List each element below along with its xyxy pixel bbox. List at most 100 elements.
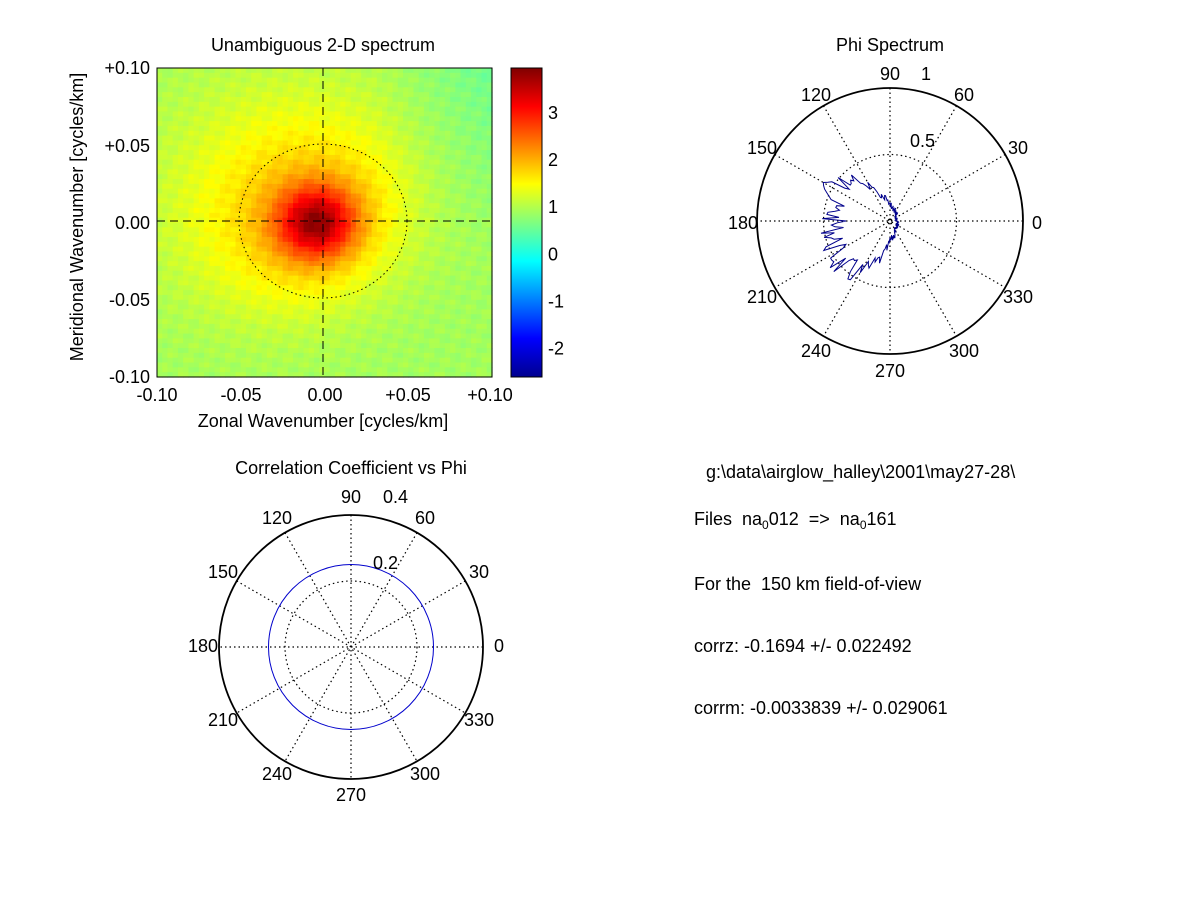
heatmap-cell (314, 290, 320, 296)
heatmap-cell (245, 77, 252, 84)
phi-spectrum-series (820, 174, 900, 281)
heatmap-cell (366, 290, 373, 296)
heatmap-cell (450, 367, 456, 373)
heatmap-cell (251, 319, 258, 325)
heatmap-cell (465, 198, 472, 204)
heatmap-cell (251, 265, 258, 272)
heatmap-cell (308, 217, 315, 224)
heatmap-cell (204, 270, 210, 277)
heatmap-cell (251, 135, 258, 142)
heatmap-cell (408, 222, 415, 228)
heatmap-cell (460, 96, 467, 103)
heatmap-cell (387, 309, 394, 315)
heatmap-cell (293, 328, 299, 335)
heatmap-cell (345, 290, 352, 296)
heatmap-cell (251, 256, 258, 262)
heatmap-cell (277, 241, 284, 248)
heatmap-cell (361, 174, 367, 180)
heatmap-cell (308, 338, 315, 344)
heatmap-cell (266, 251, 273, 257)
heatmap-cell (214, 348, 221, 354)
heatmap-cell (225, 338, 231, 344)
heatmap-cell (376, 121, 383, 127)
heatmap-cell (209, 343, 216, 349)
heatmap-cell (329, 251, 336, 257)
heatmap-cell (183, 125, 189, 132)
heatmap-cell (287, 246, 294, 253)
heatmap-cell (261, 159, 268, 166)
heatmap-cell (423, 372, 430, 378)
heatmap-cell (355, 323, 362, 330)
heatmap-cell (162, 188, 169, 195)
heatmap-cell (455, 241, 462, 248)
heatmap-cell (340, 188, 347, 195)
heatmap-cell (423, 241, 430, 248)
heatmap-cell (314, 280, 320, 286)
heatmap-cell (403, 77, 409, 84)
heatmap-cell (256, 135, 263, 142)
heatmap-cell (209, 265, 216, 272)
heatmap-cell (193, 256, 200, 262)
heatmap-cell (303, 174, 310, 180)
heatmap-cell (308, 333, 315, 339)
heatmap-cell (413, 96, 420, 103)
heatmap-cell (172, 174, 179, 180)
heatmap-cell (418, 179, 425, 185)
heatmap-cell (230, 121, 237, 127)
heatmap-cell (204, 212, 210, 219)
heatmap-cell (444, 357, 451, 364)
heatmap-cell (266, 314, 273, 320)
heatmap-cell (345, 348, 352, 354)
heatmap-cell (423, 159, 430, 166)
heatmap-cell (298, 125, 305, 132)
heatmap-cell (293, 367, 299, 373)
heatmap-cell (486, 314, 493, 320)
heatmap-cell (277, 212, 284, 219)
heatmap-cell (361, 111, 367, 117)
heatmap-cell (439, 174, 446, 180)
heatmap-cell (204, 299, 210, 306)
heatmap-cell (355, 130, 362, 137)
heatmap-cell (439, 319, 446, 325)
heatmap-cell (329, 348, 336, 354)
heatmap-cell (392, 333, 399, 339)
heatmap-cell (371, 319, 378, 325)
heatmap-cell (465, 125, 472, 132)
heatmap-cell (413, 227, 420, 233)
heatmap-cell (392, 290, 399, 296)
heatmap-cell (418, 82, 425, 88)
heatmap-cell (334, 130, 341, 137)
heatmap-cell (177, 121, 184, 127)
heatmap-cell (183, 275, 189, 282)
heatmap-cell (209, 188, 216, 195)
heatmap-cell (434, 208, 441, 214)
heatmap-cell (298, 304, 305, 311)
heatmap-cell (465, 256, 472, 262)
heatmap-cell (172, 164, 179, 170)
heatmap-cell (230, 92, 237, 98)
heatmap-cell (251, 304, 258, 311)
heatmap-cell (324, 106, 331, 113)
heatmap-cell (319, 198, 326, 204)
y-tick-label: 0.00 (115, 213, 150, 233)
heatmap-cell (486, 323, 493, 330)
heatmap-cell (382, 299, 388, 306)
heatmap-cell (251, 188, 258, 195)
heatmap-cell (450, 352, 456, 359)
heatmap-cell (298, 299, 305, 306)
heatmap-cell (355, 270, 362, 277)
heatmap-cell (361, 183, 367, 190)
heatmap-cell (266, 372, 273, 378)
heatmap-cell (371, 140, 378, 146)
heatmap-cell (361, 227, 367, 233)
heatmap-cell (261, 285, 268, 291)
heatmap-cell (272, 116, 278, 122)
heatmap-cell (450, 319, 456, 325)
heatmap-cell (376, 150, 383, 156)
heatmap-cell (355, 179, 362, 185)
heatmap-cell (193, 174, 200, 180)
heatmap-cell (361, 217, 367, 224)
heatmap-cell (162, 261, 169, 267)
heatmap-cell (450, 241, 456, 248)
heatmap-cell (418, 362, 425, 368)
